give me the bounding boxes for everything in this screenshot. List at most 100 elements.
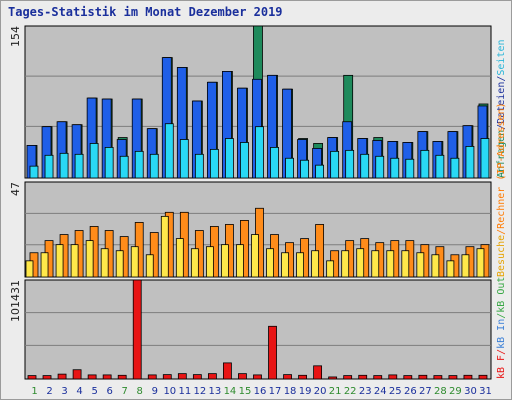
bar-besuche xyxy=(100,248,109,278)
bar-besuche xyxy=(401,250,410,278)
bar-seiten xyxy=(450,157,460,179)
bar-seiten xyxy=(345,149,355,179)
bar-kb-f xyxy=(102,374,112,380)
bar-kb-f xyxy=(72,369,82,380)
bar-seiten xyxy=(375,155,385,179)
bar-besuche xyxy=(371,250,380,278)
day-label: 11 xyxy=(178,386,191,397)
bar-seiten xyxy=(134,150,144,179)
bar-besuche xyxy=(311,250,320,278)
day-label: 19 xyxy=(299,386,312,397)
bar-kb-f xyxy=(433,375,443,380)
bar-kb-f xyxy=(223,362,232,380)
bar-seiten xyxy=(285,157,294,179)
legend-entry: kB In xyxy=(496,319,507,349)
legend-entry: Rechner (IP-Adressen) xyxy=(496,102,507,228)
bar-kb-f xyxy=(388,374,398,380)
legend-entry: Dateien xyxy=(496,82,507,124)
bar-kb-f xyxy=(57,373,67,380)
legend-entry: / xyxy=(496,76,507,82)
day-label: 8 xyxy=(137,386,143,397)
day-label: 10 xyxy=(163,386,176,397)
bar-besuche xyxy=(431,254,440,278)
bar-besuche xyxy=(115,250,124,278)
day-label: 20 xyxy=(314,386,327,397)
bar-seiten xyxy=(405,158,415,179)
bar-kb-f xyxy=(132,279,142,380)
bar-kb-f xyxy=(448,375,458,380)
bar-seiten xyxy=(119,155,129,179)
bar-seiten xyxy=(255,126,264,179)
legend-entry: / xyxy=(496,124,507,130)
bar-kb-f xyxy=(478,374,488,380)
bar-kb-f xyxy=(192,374,202,380)
bar-besuche xyxy=(160,215,169,278)
day-label: 4 xyxy=(76,386,82,397)
bar-kb-f xyxy=(253,374,262,380)
bar-seiten xyxy=(179,139,189,179)
bar-seiten xyxy=(59,152,69,179)
bar-seiten xyxy=(360,153,370,179)
bar-kb-f xyxy=(238,373,247,380)
bar-besuche xyxy=(476,248,485,278)
day-label: 15 xyxy=(239,386,252,397)
bar-besuche xyxy=(55,244,64,278)
bar-kb-f xyxy=(87,374,97,380)
day-label: 31 xyxy=(479,386,492,397)
day-label: 24 xyxy=(374,386,387,397)
bar-kb-f xyxy=(42,375,52,380)
day-label: 30 xyxy=(464,386,477,397)
bar-besuche xyxy=(461,254,470,278)
bar-kb-f xyxy=(373,375,383,380)
bar-kb-f xyxy=(268,325,277,380)
legend-entry: Seiten xyxy=(496,39,507,75)
bar-besuche xyxy=(175,238,184,278)
bar-kb-f xyxy=(283,374,292,380)
bar-besuche xyxy=(341,250,350,278)
bar-seiten xyxy=(29,165,39,179)
bar-besuche xyxy=(221,244,229,278)
bar-kb-f xyxy=(177,373,187,380)
bar-seiten xyxy=(225,138,234,179)
day-label: 1 xyxy=(31,386,37,397)
bar-besuche xyxy=(446,260,455,278)
day-label: 3 xyxy=(61,386,67,397)
bar-kb-f xyxy=(328,376,338,380)
legend-entry: / xyxy=(496,349,507,355)
day-label: 23 xyxy=(359,386,372,397)
day-label: 2 xyxy=(46,386,52,397)
bar-besuche xyxy=(40,252,49,278)
bar-seiten xyxy=(44,154,54,179)
legend-entry: kB Out xyxy=(496,277,507,313)
bar-seiten xyxy=(209,148,219,179)
bar-besuche xyxy=(145,254,154,278)
bar-seiten xyxy=(315,164,325,179)
bar-seiten xyxy=(270,147,279,179)
day-label: 22 xyxy=(344,386,357,397)
panel-3-ymax-label: 101431 xyxy=(9,280,22,322)
bar-kb-f xyxy=(343,375,353,380)
bar-besuche xyxy=(416,252,425,278)
legend-middle: Besuche /Rechner (IP-Adressen) xyxy=(496,102,507,277)
bar-besuche xyxy=(281,252,289,278)
bar-seiten xyxy=(149,153,159,179)
bar-besuche xyxy=(130,246,139,278)
bar-seiten xyxy=(330,150,340,179)
bar-besuche xyxy=(85,240,94,278)
bar-besuche xyxy=(266,248,274,278)
bar-kb-f xyxy=(403,375,413,380)
bar-kb-f xyxy=(463,374,473,380)
bar-besuche xyxy=(205,246,214,278)
legend-entry: Besuche xyxy=(496,235,507,277)
bar-besuche xyxy=(296,252,304,278)
bar-kb-f xyxy=(313,365,323,380)
bar-besuche xyxy=(25,260,34,278)
bar-kb-f xyxy=(418,374,428,380)
day-label: 17 xyxy=(269,386,282,397)
legend-entry: / xyxy=(496,313,507,319)
bar-kb-f xyxy=(358,374,368,380)
bar-seiten xyxy=(390,157,400,179)
day-label: 6 xyxy=(106,386,112,397)
